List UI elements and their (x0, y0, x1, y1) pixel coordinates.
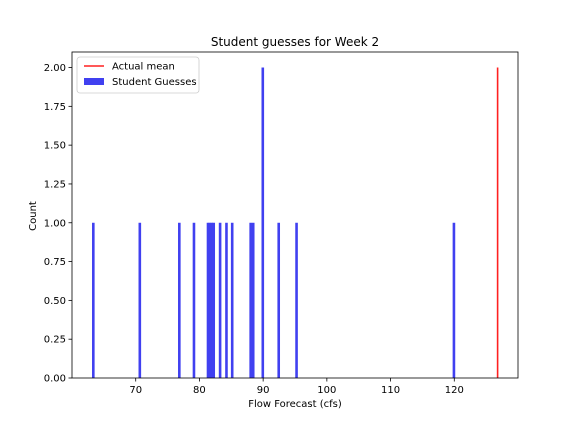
histogram-bar (261, 67, 265, 379)
y-tick-label: 0.75 (44, 257, 66, 268)
x-tick-label: 90 (257, 385, 270, 396)
histogram-bar (218, 222, 222, 378)
x-tick-label: 80 (193, 385, 206, 396)
y-tick-label: 1.25 (44, 179, 66, 190)
x-tick-label: 70 (129, 385, 142, 396)
histogram-bar (249, 222, 252, 378)
histogram-bar (277, 222, 281, 378)
chart-title: Student guesses for Week 2 (211, 35, 379, 49)
x-tick-label: 100 (317, 385, 336, 396)
legend-swatch-student-guesses (84, 78, 104, 85)
histogram-bar (192, 222, 196, 378)
histogram-bar (230, 222, 234, 378)
y-axis-label: Count (28, 201, 39, 231)
histogram-bar (295, 222, 298, 378)
histogram-bar (206, 222, 210, 378)
plot-area: 70 80 90 100 110 120 0.00 0.25 0.50 0.75 1.00 1.25 1… (44, 51, 519, 396)
x-tick-label: 120 (445, 385, 464, 396)
legend: Actual mean Student Guesses (76, 56, 200, 94)
x-axis-label: Flow Forecast (cfs) (248, 399, 342, 410)
histogram-bar (208, 222, 212, 378)
y-tick-label: 0.00 (44, 374, 66, 385)
x-tick-label: 110 (381, 385, 400, 396)
histogram-bar (212, 222, 216, 378)
legend-label-student-guesses: Student Guesses (112, 77, 197, 88)
histogram-bar (210, 222, 214, 378)
axes-frame (71, 51, 519, 379)
legend-box (76, 56, 200, 94)
histogram-bar (225, 222, 228, 378)
y-tick-label: 0.25 (44, 335, 66, 346)
y-tick-label: 1.50 (44, 141, 66, 152)
histogram-bar (92, 222, 95, 378)
y-tick-label: 2.00 (44, 63, 66, 74)
histogram-bar (452, 222, 456, 378)
histogram-bar (138, 222, 142, 378)
y-tick-label: 1.75 (44, 102, 66, 113)
legend-label-actual-mean: Actual mean (112, 62, 175, 73)
y-tick-label: 0.50 (44, 296, 66, 307)
y-tick-label: 1.00 (44, 218, 66, 229)
histogram-bar (178, 222, 181, 378)
histogram-bar (251, 222, 255, 378)
